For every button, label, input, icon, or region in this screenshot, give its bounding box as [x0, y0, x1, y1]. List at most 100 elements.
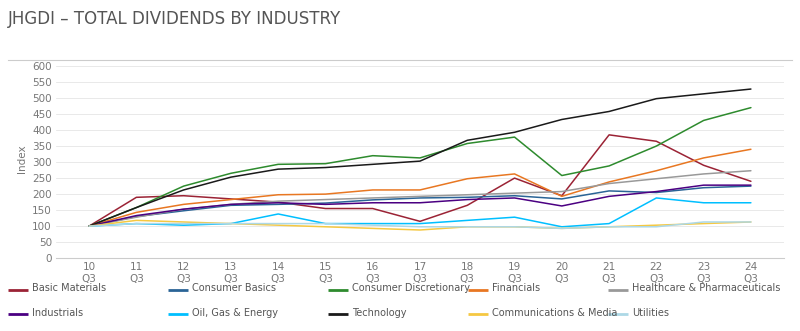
Healthcare & Pharmaceuticals	[131, 215, 141, 219]
Consumer Basics	[131, 214, 141, 218]
Consumer Discretionary	[557, 173, 566, 177]
Technology	[321, 166, 330, 169]
Consumer Basics	[274, 202, 283, 206]
Oil, Gas & Energy	[84, 224, 94, 228]
Line: Healthcare & Pharmaceuticals: Healthcare & Pharmaceuticals	[89, 171, 751, 226]
Industrials	[274, 201, 283, 205]
Text: JHGDI – TOTAL DIVIDENDS BY INDUSTRY: JHGDI – TOTAL DIVIDENDS BY INDUSTRY	[8, 10, 342, 28]
Industrials	[746, 183, 756, 187]
Technology	[84, 224, 94, 228]
Utilities	[510, 225, 519, 229]
Utilities	[699, 220, 709, 224]
Text: Healthcare & Pharmaceuticals: Healthcare & Pharmaceuticals	[632, 283, 780, 293]
Oil, Gas & Energy	[604, 221, 614, 225]
Consumer Basics	[179, 209, 189, 213]
Consumer Discretionary	[462, 142, 472, 146]
Line: Industrials: Industrials	[89, 185, 751, 226]
Oil, Gas & Energy	[651, 196, 661, 200]
Utilities	[179, 221, 189, 225]
Healthcare & Pharmaceuticals	[746, 169, 756, 173]
Line: Oil, Gas & Energy: Oil, Gas & Energy	[89, 198, 751, 227]
Healthcare & Pharmaceuticals	[557, 190, 566, 194]
Healthcare & Pharmaceuticals	[462, 193, 472, 197]
Text: Utilities: Utilities	[632, 308, 669, 318]
Technology	[699, 92, 709, 96]
Healthcare & Pharmaceuticals	[84, 224, 94, 228]
Communications & Media	[226, 221, 236, 225]
Oil, Gas & Energy	[274, 212, 283, 216]
Utilities	[604, 225, 614, 229]
Communications & Media	[131, 218, 141, 222]
Technology	[368, 162, 378, 166]
Text: Basic Materials: Basic Materials	[32, 283, 106, 293]
Industrials	[699, 183, 709, 187]
Technology	[274, 167, 283, 171]
Text: Financials: Financials	[492, 283, 540, 293]
Basic Materials	[368, 207, 378, 211]
Utilities	[462, 225, 472, 229]
Communications & Media	[510, 225, 519, 229]
Utilities	[131, 221, 141, 225]
Oil, Gas & Energy	[510, 215, 519, 219]
Technology	[604, 110, 614, 114]
Healthcare & Pharmaceuticals	[699, 172, 709, 176]
Oil, Gas & Energy	[746, 201, 756, 205]
Communications & Media	[557, 226, 566, 230]
Industrials	[131, 213, 141, 217]
Industrials	[368, 201, 378, 205]
Consumer Basics	[604, 189, 614, 193]
Technology	[462, 138, 472, 142]
Basic Materials	[321, 207, 330, 211]
Communications & Media	[368, 226, 378, 230]
Utilities	[368, 223, 378, 227]
Utilities	[84, 224, 94, 228]
Utilities	[321, 221, 330, 225]
Oil, Gas & Energy	[321, 221, 330, 225]
Utilities	[415, 225, 425, 229]
Industrials	[557, 204, 566, 208]
Oil, Gas & Energy	[179, 223, 189, 227]
Financials	[699, 156, 709, 160]
Basic Materials	[510, 176, 519, 180]
Oil, Gas & Energy	[226, 221, 236, 225]
Industrials	[179, 207, 189, 211]
Communications & Media	[604, 225, 614, 229]
Communications & Media	[415, 228, 425, 232]
Industrials	[510, 196, 519, 200]
Healthcare & Pharmaceuticals	[651, 177, 661, 181]
Basic Materials	[462, 203, 472, 207]
Financials	[84, 224, 94, 228]
Healthcare & Pharmaceuticals	[368, 196, 378, 200]
Industrials	[226, 202, 236, 206]
Basic Materials	[415, 219, 425, 223]
Healthcare & Pharmaceuticals	[415, 194, 425, 198]
Healthcare & Pharmaceuticals	[510, 191, 519, 195]
Industrials	[604, 194, 614, 198]
Line: Basic Materials: Basic Materials	[89, 135, 751, 226]
Basic Materials	[699, 163, 709, 167]
Industrials	[321, 202, 330, 206]
Oil, Gas & Energy	[699, 201, 709, 205]
Line: Utilities: Utilities	[89, 222, 751, 228]
Utilities	[651, 225, 661, 229]
Consumer Basics	[368, 198, 378, 202]
Basic Materials	[557, 194, 566, 198]
Utilities	[557, 226, 566, 230]
Consumer Discretionary	[651, 144, 661, 148]
Basic Materials	[179, 194, 189, 198]
Financials	[557, 194, 566, 198]
Line: Technology: Technology	[89, 89, 751, 226]
Consumer Basics	[226, 203, 236, 207]
Consumer Discretionary	[510, 135, 519, 139]
Communications & Media	[651, 223, 661, 227]
Financials	[274, 193, 283, 197]
Technology	[179, 188, 189, 192]
Technology	[651, 97, 661, 101]
Consumer Basics	[321, 201, 330, 205]
Industrials	[415, 201, 425, 205]
Financials	[510, 172, 519, 176]
Text: Consumer Basics: Consumer Basics	[192, 283, 276, 293]
Consumer Basics	[699, 186, 709, 190]
Healthcare & Pharmaceuticals	[179, 207, 189, 211]
Oil, Gas & Energy	[131, 221, 141, 225]
